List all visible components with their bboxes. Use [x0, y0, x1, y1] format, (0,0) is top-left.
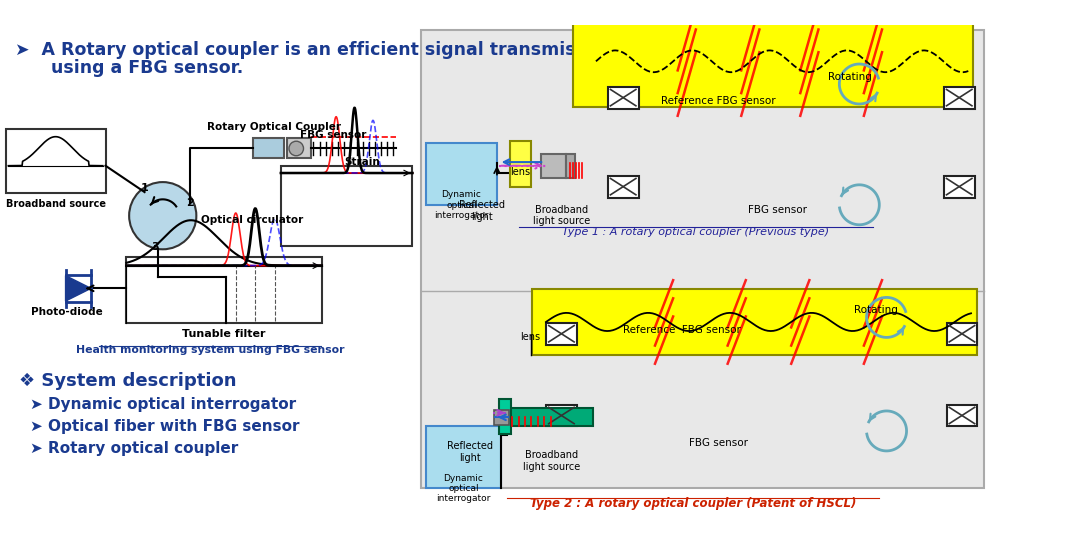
- Text: ➤ Dynamic optical interrogator: ➤ Dynamic optical interrogator: [30, 397, 297, 412]
- Bar: [608, 176, 639, 197]
- Bar: [947, 405, 977, 426]
- Bar: [280, 166, 412, 246]
- Text: Reflected
light: Reflected light: [460, 200, 505, 222]
- Bar: [5, 129, 105, 193]
- Bar: [540, 154, 566, 177]
- Text: Dynamic
optical
interrogator: Dynamic optical interrogator: [435, 190, 489, 220]
- Text: 3: 3: [152, 243, 160, 252]
- Text: Health monitoring system using FBG sensor: Health monitoring system using FBG senso…: [76, 345, 345, 355]
- Text: Broadband
light source: Broadband light source: [533, 205, 590, 226]
- Text: Broadband source: Broadband source: [5, 199, 105, 209]
- Text: Optical circulator: Optical circulator: [201, 215, 303, 225]
- Bar: [499, 399, 512, 434]
- Bar: [546, 405, 577, 426]
- Text: FBG sensor: FBG sensor: [748, 205, 807, 215]
- Text: ➤ Optical fiber with FBG sensor: ➤ Optical fiber with FBG sensor: [30, 419, 300, 434]
- Text: Dynamic
optical
interrogator: Dynamic optical interrogator: [436, 474, 490, 503]
- Text: Reference FBG sensor: Reference FBG sensor: [661, 96, 776, 106]
- Circle shape: [289, 141, 303, 156]
- Text: ❖ System description: ❖ System description: [20, 372, 237, 390]
- Bar: [608, 86, 639, 108]
- Bar: [287, 139, 311, 158]
- Text: FBG sensor: FBG sensor: [300, 131, 366, 140]
- Polygon shape: [65, 276, 91, 301]
- Text: Photo-diode: Photo-diode: [30, 306, 102, 317]
- Text: lens: lens: [521, 332, 540, 342]
- Text: Tunable filter: Tunable filter: [182, 329, 265, 339]
- Bar: [426, 143, 497, 205]
- Bar: [126, 257, 322, 323]
- Text: Reference  FBG sensor: Reference FBG sensor: [623, 325, 741, 335]
- Text: Broadband
light source: Broadband light source: [523, 450, 580, 472]
- Bar: [507, 408, 594, 426]
- Text: Rotating: Rotating: [828, 72, 872, 82]
- Bar: [252, 139, 285, 158]
- Bar: [566, 154, 575, 177]
- Text: Rotary Optical Coupler: Rotary Optical Coupler: [207, 122, 340, 132]
- Bar: [426, 426, 501, 488]
- Text: lens: lens: [511, 166, 530, 177]
- Text: 2: 2: [186, 198, 193, 208]
- Bar: [510, 141, 532, 187]
- Text: Type 2 : A rotary optical coupler (Patent of HSCL): Type 2 : A rotary optical coupler (Paten…: [530, 497, 857, 510]
- Bar: [944, 86, 975, 108]
- Bar: [533, 289, 977, 355]
- Text: ➤ Rotary optical coupler: ➤ Rotary optical coupler: [30, 441, 238, 456]
- Text: Rotating: Rotating: [853, 305, 898, 314]
- Text: Strain: Strain: [345, 157, 380, 166]
- Bar: [944, 176, 975, 197]
- Bar: [947, 323, 977, 345]
- Text: FBG sensor: FBG sensor: [689, 438, 748, 448]
- Text: 1: 1: [140, 183, 149, 194]
- Bar: [573, 16, 973, 107]
- Bar: [421, 29, 984, 488]
- Bar: [546, 323, 577, 345]
- Text: Type 1 : A rotary optical coupler (Previous type): Type 1 : A rotary optical coupler (Previ…: [562, 227, 829, 237]
- Text: Reflected
light: Reflected light: [447, 441, 492, 462]
- Bar: [495, 410, 509, 424]
- Text: ➤  A Rotary optical coupler is an efficient signal transmission method in SHM of: ➤ A Rotary optical coupler is an efficie…: [15, 41, 941, 59]
- Text: using a FBG sensor.: using a FBG sensor.: [15, 59, 243, 77]
- Circle shape: [129, 182, 197, 249]
